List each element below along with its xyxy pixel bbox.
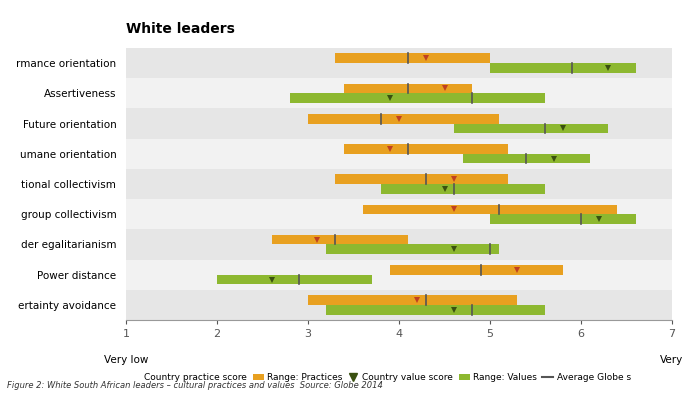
Bar: [308, 114, 499, 124]
Bar: [390, 265, 563, 275]
Bar: [363, 204, 617, 214]
Bar: [326, 305, 545, 314]
Text: Very: Very: [660, 355, 684, 365]
Bar: [126, 78, 672, 108]
Bar: [217, 275, 372, 284]
Bar: [126, 290, 672, 320]
Bar: [344, 144, 508, 154]
Bar: [463, 154, 590, 164]
Bar: [308, 295, 517, 305]
Text: White leaders: White leaders: [126, 22, 235, 36]
Bar: [454, 124, 608, 133]
Bar: [126, 229, 672, 260]
Bar: [272, 235, 408, 244]
Bar: [126, 260, 672, 290]
Bar: [126, 48, 672, 78]
Bar: [490, 63, 636, 73]
Bar: [490, 214, 636, 224]
Bar: [326, 244, 499, 254]
Bar: [335, 174, 508, 184]
Bar: [126, 139, 672, 169]
Bar: [335, 54, 490, 63]
Bar: [290, 93, 545, 103]
Bar: [126, 199, 672, 229]
Bar: [344, 84, 472, 93]
Bar: [381, 184, 545, 194]
Bar: [126, 108, 672, 139]
Text: Figure 2: White South African leaders – cultural practices and values  Source: G: Figure 2: White South African leaders – …: [7, 381, 383, 390]
Bar: [126, 169, 672, 199]
Text: Very low: Very low: [104, 355, 148, 365]
Legend: Country practice score, Range: Practices, Country value score, Range: Values, Av: Country practice score, Range: Practices…: [130, 374, 631, 382]
